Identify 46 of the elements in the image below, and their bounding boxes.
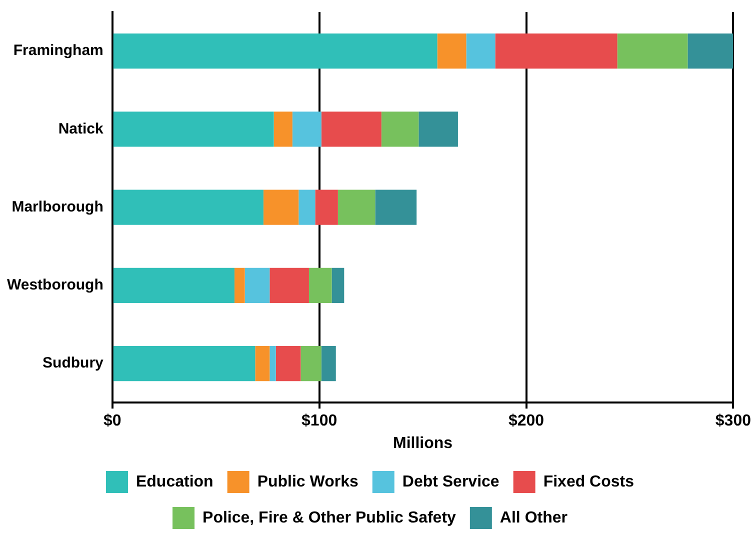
- y-tick-label: Framingham: [13, 42, 104, 60]
- bar: [276, 346, 301, 382]
- x-tick-label: $300: [715, 412, 752, 430]
- bar: [617, 33, 688, 69]
- legend-label: Debt Service: [402, 473, 500, 490]
- bar: [375, 190, 417, 225]
- y-tick-label: Marlborough: [12, 198, 104, 216]
- bar: [332, 268, 344, 303]
- bar: [381, 112, 419, 147]
- bar: [321, 112, 382, 147]
- bar: [298, 190, 316, 225]
- y-tick-label: Natick: [58, 120, 104, 138]
- bar: [292, 112, 322, 147]
- legend-label: Education: [136, 473, 214, 490]
- bar: [418, 112, 458, 147]
- bar: [255, 346, 270, 382]
- y-tick-label: Westborough: [6, 276, 104, 294]
- bar: [308, 268, 332, 303]
- bar: [113, 268, 234, 303]
- bar: [466, 33, 496, 69]
- bar: [113, 33, 438, 69]
- bar: [437, 33, 466, 69]
- bar: [234, 268, 245, 303]
- bar: [315, 190, 338, 225]
- bar: [263, 190, 299, 225]
- bar: [113, 190, 264, 225]
- x-tick-label: $100: [302, 412, 338, 430]
- x-tick-label: $200: [508, 412, 544, 430]
- bar: [338, 190, 376, 225]
- bar: [113, 112, 274, 147]
- legend-label: Police, Fire & Other Public Safety: [202, 509, 456, 526]
- bar: [113, 346, 256, 382]
- bar: [300, 346, 322, 382]
- bar: [270, 346, 276, 382]
- legend-label: Fixed Costs: [543, 473, 634, 490]
- legend-label: Public Works: [257, 473, 358, 490]
- bar: [321, 346, 336, 382]
- x-axis-title: Millions: [393, 434, 453, 452]
- bar: [244, 268, 270, 303]
- bar: [495, 33, 618, 69]
- bar: [688, 33, 734, 69]
- y-tick-label: Sudbury: [42, 354, 104, 372]
- bar: [270, 268, 309, 303]
- bar: [274, 112, 292, 147]
- x-tick-label: $0: [103, 412, 122, 430]
- legend-label: All Other: [500, 509, 568, 526]
